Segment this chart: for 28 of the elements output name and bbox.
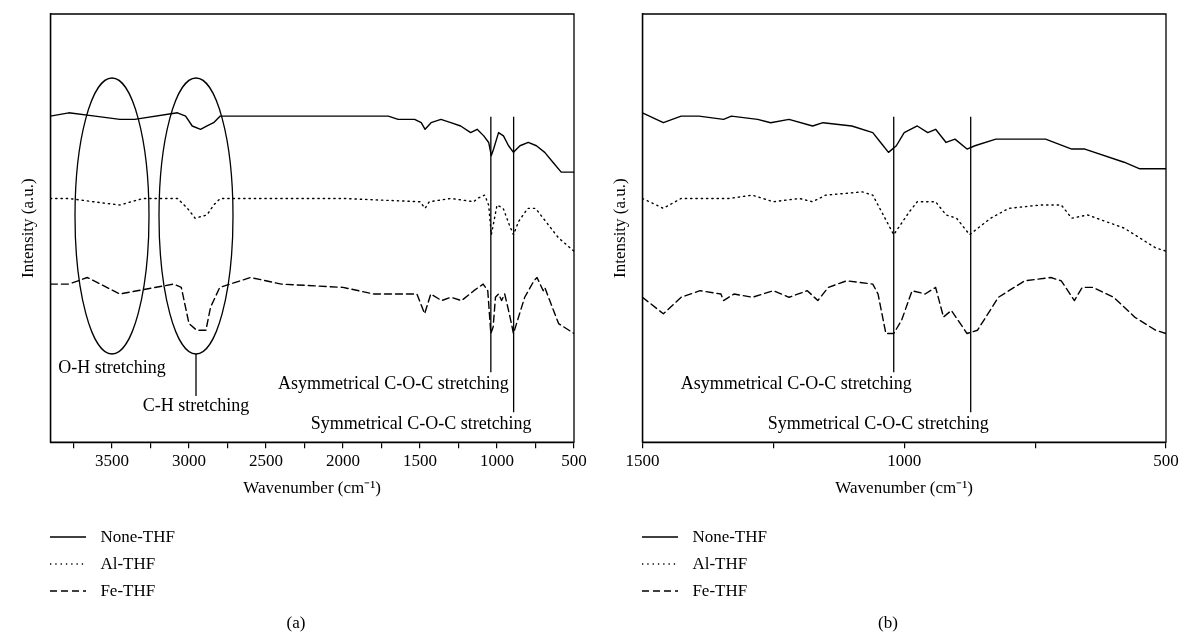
legend-label: Fe-THF (100, 580, 156, 601)
x-tick-label: 1000 (887, 450, 922, 470)
legend-label: None-THF (692, 526, 767, 547)
legend-label: Fe-THF (692, 580, 748, 601)
x-axis-title: Wavenumber (cm⁻¹) (835, 478, 974, 498)
x-tick-label: 500 (1153, 450, 1179, 470)
legend-label: Al-THF (100, 553, 156, 574)
y-axis-title: Intensity (a.u.) (17, 178, 37, 278)
x-tick-label: 3000 (172, 450, 206, 470)
legend-label: None-THF (100, 526, 175, 547)
x-tick-label: 2500 (249, 450, 283, 470)
x-tick-label: 3500 (95, 450, 129, 470)
y-axis-title: Intensity (a.u.) (609, 178, 629, 278)
annotation: C-H stretching (142, 394, 250, 415)
x-tick-label: 1000 (480, 450, 514, 470)
text: (a) (285, 613, 307, 633)
x-tick-label: 1500 (625, 450, 660, 470)
legend-label: Al-THF (692, 553, 748, 574)
text: (b) (877, 613, 899, 633)
annotation: O-H stretching (58, 356, 166, 377)
ref-line-label: Symmetrical C-O-C stretching (310, 412, 532, 433)
x-tick-label: 1500 (403, 450, 437, 470)
ref-line-label: Asymmetrical C-O-C stretching (277, 372, 509, 393)
x-tick-label: 500 (561, 450, 587, 470)
x-axis-title: Wavenumber (cm⁻¹) (243, 478, 382, 498)
x-tick-label: 2000 (326, 450, 360, 470)
ref-line-label: Symmetrical C-O-C stretching (767, 412, 989, 433)
ref-line-label: Asymmetrical C-O-C stretching (680, 372, 912, 393)
